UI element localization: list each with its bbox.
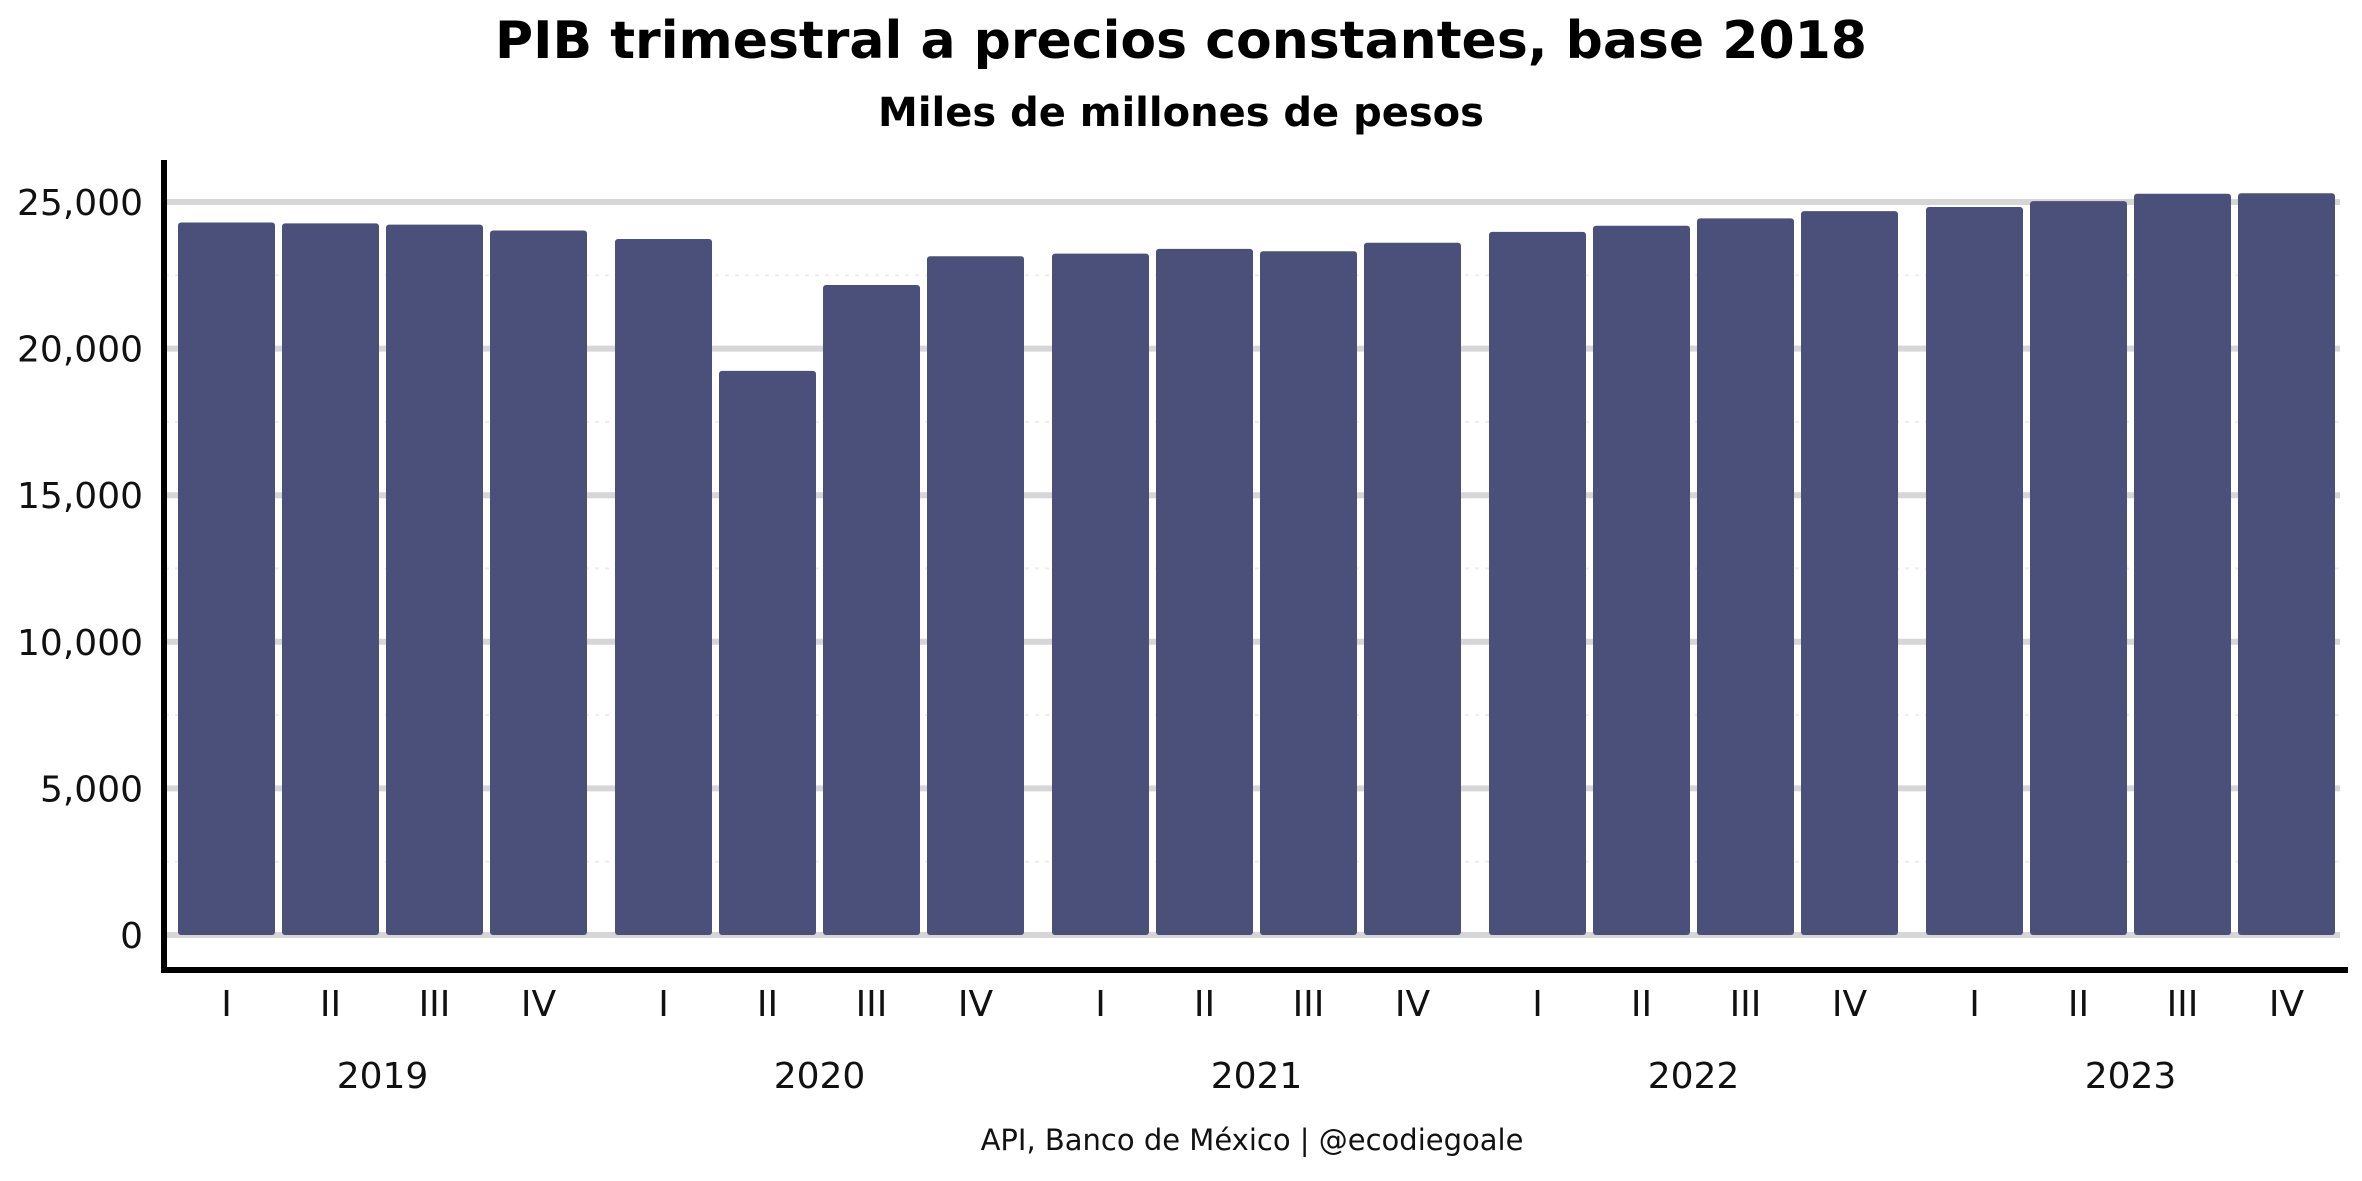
y-axis-ticks: 0 5,000 10,000 15,000 20,000 25,000 (17, 183, 143, 957)
x-tick-label-year: 2020 (774, 1056, 866, 1097)
bar-2022-q2 (1593, 225, 1690, 935)
y-tick-label: 5,000 (40, 769, 143, 810)
y-tick-label: 25,000 (17, 183, 143, 224)
bar-2020-q3 (823, 284, 920, 935)
x-tick-label-quarter: III (856, 984, 888, 1025)
bar-2019-q4 (490, 230, 587, 935)
chart-title: PIB trimestral a precios constantes, bas… (495, 11, 1867, 71)
bar-2020-q4 (927, 256, 1024, 935)
x-tick-label-quarter: I (658, 984, 669, 1025)
bar-2022-q1 (1489, 231, 1586, 936)
y-tick-label: 10,000 (17, 623, 143, 664)
x-tick-label-year: 2022 (1648, 1056, 1740, 1097)
x-tick-label-year: 2021 (1211, 1056, 1303, 1097)
x-tick-label-quarter: II (1631, 984, 1652, 1025)
bar-2020-q2 (719, 370, 816, 936)
x-tick-label-quarter: III (419, 984, 451, 1025)
bar-2020-q1 (615, 238, 712, 935)
y-tick-label: 15,000 (17, 476, 143, 517)
y-tick-label: 0 (120, 916, 143, 957)
bar-2021-q4 (1364, 242, 1461, 935)
x-tick-label-quarter: IV (521, 984, 557, 1025)
chart-caption: API, Banco de México | @ecodiegoale (981, 1123, 1524, 1157)
bar-2019-q3 (386, 224, 483, 935)
bar-2019-q2 (282, 223, 379, 936)
bar-2023-q4 (2238, 193, 2335, 936)
bar-2023-q2 (2030, 201, 2127, 935)
x-tick-label-quarter: IV (958, 984, 994, 1025)
x-tick-label-quarter: II (757, 984, 778, 1025)
bar-2023-q3 (2134, 193, 2231, 935)
x-tick-label-quarter: IV (1395, 984, 1431, 1025)
bar-2022-q4 (1801, 211, 1898, 935)
bar-2022-q3 (1697, 218, 1794, 936)
x-tick-label-quarter: I (1532, 984, 1543, 1025)
x-tick-label-quarter: IV (2269, 984, 2305, 1025)
x-tick-label-quarter: II (1194, 984, 1215, 1025)
bar-2021-q1 (1052, 253, 1149, 935)
x-tick-label-quarter: IV (1832, 984, 1868, 1025)
x-tick-label-quarter: I (1969, 984, 1980, 1025)
bar-2019-q1 (178, 222, 275, 936)
bar-2021-q2 (1156, 248, 1253, 936)
chart-subtitle: Miles de millones de pesos (878, 90, 1484, 136)
bar-2023-q1 (1926, 206, 2023, 936)
x-tick-label-quarter: II (320, 984, 341, 1025)
x-tick-label-quarter: III (1293, 984, 1325, 1025)
bar-2021-q3 (1260, 251, 1357, 936)
x-tick-label-year: 2023 (2085, 1056, 2177, 1097)
y-tick-label: 20,000 (17, 330, 143, 371)
x-tick-label-quarter: II (2068, 984, 2089, 1025)
x-tick-label-quarter: I (221, 984, 232, 1025)
x-tick-label-quarter: I (1095, 984, 1106, 1025)
x-tick-label-quarter: III (2167, 984, 2199, 1025)
x-tick-label-quarter: III (1730, 984, 1762, 1025)
x-tick-label-year: 2019 (337, 1056, 429, 1097)
axes (161, 160, 2348, 973)
bars (178, 193, 2335, 936)
